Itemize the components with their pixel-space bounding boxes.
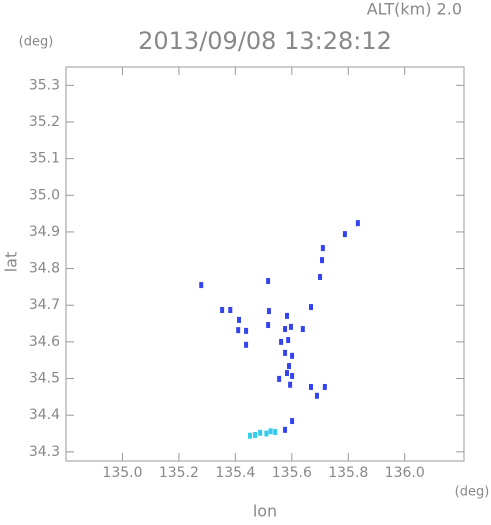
- chart-title: 2013/09/08 13:28:12: [138, 27, 392, 55]
- y-tick-label: 34.9: [29, 224, 60, 240]
- x-tick-label: 135.4: [215, 465, 255, 481]
- point: [342, 231, 347, 238]
- point: [266, 308, 271, 315]
- point: [277, 375, 282, 382]
- point: [279, 338, 284, 345]
- point: [283, 326, 288, 333]
- y-tick-label: 34.4: [29, 407, 60, 423]
- point: [273, 429, 278, 436]
- point: [320, 245, 325, 252]
- point: [266, 322, 271, 329]
- point: [322, 383, 327, 390]
- point: [236, 327, 241, 334]
- plot-frame: [65, 66, 465, 462]
- point: [288, 381, 293, 388]
- y-tick-label: 34.3: [29, 444, 60, 460]
- point: [283, 349, 288, 356]
- point: [228, 306, 233, 313]
- x-tick-label: 135.0: [102, 465, 142, 481]
- x-unit: (deg): [455, 485, 490, 500]
- point: [244, 341, 249, 348]
- point: [309, 304, 314, 311]
- y-tick-label: 35.1: [29, 151, 60, 167]
- point: [318, 274, 323, 281]
- point: [288, 323, 293, 330]
- point: [237, 316, 242, 323]
- point: [286, 337, 291, 344]
- point: [290, 352, 295, 359]
- y-tick-label: 34.8: [29, 261, 60, 277]
- point: [244, 327, 249, 334]
- y-tick-label: 34.6: [29, 334, 60, 350]
- x-tick-label: 135.2: [159, 465, 199, 481]
- point: [355, 220, 360, 227]
- y-tick-label: 35.3: [29, 77, 60, 93]
- point: [285, 370, 290, 377]
- point: [268, 428, 273, 435]
- point: [290, 372, 295, 379]
- point: [286, 363, 291, 370]
- point: [283, 426, 288, 433]
- x-axis-label: lon: [253, 502, 277, 521]
- x-tick-label: 136.0: [385, 465, 425, 481]
- y-tick-label: 34.5: [29, 371, 60, 387]
- point: [300, 326, 305, 333]
- point: [290, 418, 295, 425]
- point: [285, 312, 290, 319]
- point: [320, 257, 325, 264]
- point: [248, 432, 253, 439]
- point: [264, 430, 269, 437]
- point: [199, 282, 204, 289]
- point: [258, 429, 263, 436]
- point: [314, 392, 319, 399]
- altitude-label: ALT(km) 2.0: [367, 0, 462, 19]
- y-tick-label: 35.2: [29, 114, 60, 130]
- x-tick-label: 135.6: [272, 465, 312, 481]
- y-unit: (deg): [19, 35, 54, 50]
- y-axis-label: lat: [2, 252, 21, 273]
- y-tick-label: 34.7: [29, 297, 60, 313]
- point: [253, 431, 258, 438]
- y-tick-label: 35.0: [29, 187, 60, 203]
- point: [309, 383, 314, 390]
- point: [220, 306, 225, 313]
- x-tick-label: 135.8: [328, 465, 368, 481]
- point: [266, 278, 271, 285]
